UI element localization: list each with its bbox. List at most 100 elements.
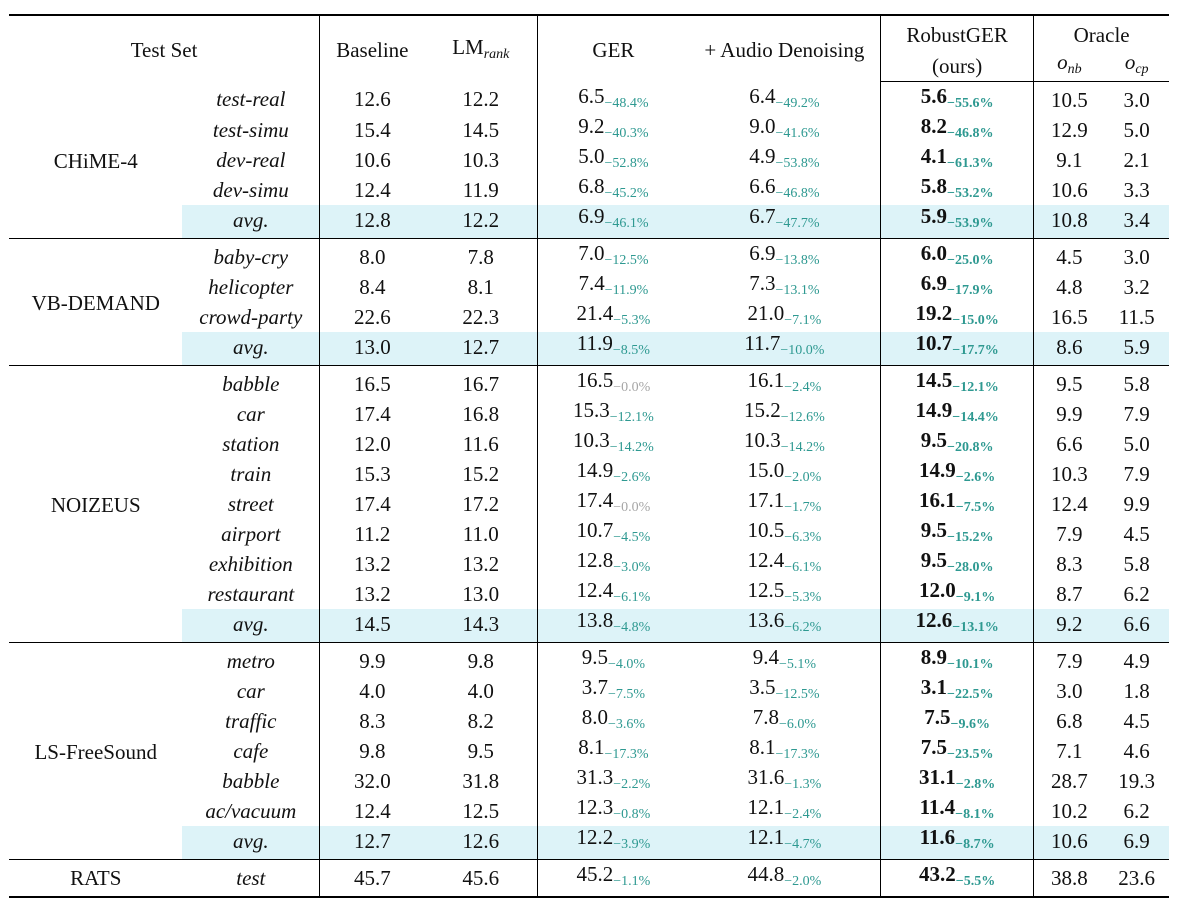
header-robustger-ours: (ours) (879, 51, 1034, 82)
robustger-cell-value: 5.8 (920, 174, 947, 198)
audio-denoising-cell-value: 10.5 (747, 518, 785, 542)
oracle-nb-cell: 3.0 (1033, 676, 1105, 706)
header-robustger: RobustGER (879, 14, 1034, 51)
lm-rank-cell: 16.7 (462, 371, 500, 396)
ger-cell-value: 31.3 (576, 765, 614, 789)
avg-row: avg. 12.8 12.2 6.9−46.1% 6.7−47.7% 5.9−53.9% 1… (9, 205, 1169, 239)
robustger-cell-value: 14.9 (918, 458, 956, 482)
oracle-cp-cell: 4.5 (1123, 521, 1150, 546)
lm-rank-cell: 7.8 (467, 244, 494, 269)
ger-cell-delta: −5.3% (613, 313, 651, 328)
ger-cell-value: 8.1 (578, 735, 605, 759)
oracle-cp-cell: 7.9 (1123, 401, 1150, 426)
header-row: Test Set Baseline LMrank GER + Audio Den… (9, 14, 1169, 82)
robustger-cell-value: 12.0 (918, 578, 956, 602)
oracle-cp-cell: 6.6 (1104, 609, 1169, 643)
oracle-cp-cell: 2.1 (1123, 147, 1150, 172)
oracle-nb-cell: 7.9 (1033, 519, 1105, 549)
audio-denoising-cell-value: 4.9 (749, 144, 776, 168)
test-set-cell: test-real (216, 87, 286, 112)
robustger-cell-delta: −10.1% (946, 657, 994, 672)
audio-denoising-cell-value: 12.4 (747, 548, 785, 572)
robustger-cell: 9.5−28.0% (879, 549, 1034, 579)
group-chime-4: CHiME-4 test-real 12.6 12.2 6.5−48.4% 6.4−49.… (9, 81, 1169, 239)
audio-denoising-cell: 6.9−13.8% (689, 239, 881, 273)
audio-denoising-cell: 6.4−49.2% (689, 82, 881, 116)
robustger-cell: 6.0−25.0% (879, 238, 1034, 272)
ger-cell: 10.3−14.2% (537, 429, 689, 459)
ger-cell: 7.0−12.5% (537, 238, 689, 272)
group-ls-freesound: LS-FreeSound metro 9.9 9.8 9.5−4.0% 9.4−5.1% 8… (9, 642, 1169, 860)
robustger-cell-delta: −28.0% (946, 560, 994, 575)
oracle-cp-cell: 3.4 (1104, 205, 1169, 239)
ger-cell-value: 14.9 (576, 458, 614, 482)
audio-denoising-cell: 15.2−12.6% (689, 399, 881, 429)
oracle-cp-cell: 4.9 (1123, 648, 1150, 673)
oracle-nb-cell: 10.3 (1033, 459, 1105, 489)
robustger-cell: 11.4−8.1% (879, 796, 1034, 826)
lm-rank-cell: 12.7 (424, 332, 538, 366)
ger-cell-delta: −12.5% (604, 253, 649, 268)
robustger-cell-delta: −13.1% (952, 620, 999, 635)
robustger-cell-value: 11.6 (919, 825, 956, 849)
ger-cell-delta: −1.1% (613, 874, 651, 889)
audio-denoising-cell: 3.5−12.5% (689, 676, 881, 706)
oracle-nb-cell: 28.7 (1033, 766, 1105, 796)
lm-rank-cell: 12.2 (462, 87, 500, 112)
test-set-cell: baby-cry (213, 244, 289, 269)
robustger-cell-delta: −53.2% (946, 186, 994, 201)
ger-cell-delta: −12.1% (609, 410, 654, 425)
audio-denoising-cell-delta: −13.8% (775, 253, 820, 268)
ger-cell-value: 8.0 (581, 705, 608, 729)
audio-denoising-cell-value: 15.0 (747, 458, 785, 482)
ger-cell: 12.8−3.0% (537, 549, 689, 579)
audio-denoising-cell: 11.7−10.0% (688, 332, 881, 366)
audio-denoising-cell: 15.0−2.0% (689, 459, 881, 489)
ger-cell: 8.0−3.6% (537, 705, 689, 736)
ger-cell: 12.3−0.8% (537, 796, 689, 826)
ger-cell-delta: −3.0% (613, 560, 651, 575)
audio-denoising-cell-value: 3.5 (749, 675, 776, 699)
oracle-nb-cell: 12.4 (1033, 489, 1105, 519)
audio-denoising-cell-delta: −6.1% (784, 560, 822, 575)
oracle-cp-cell: 5.0 (1123, 431, 1150, 456)
ger-cell-delta: −6.1% (613, 590, 651, 605)
group-noizeus: NOIZEUS babble 16.5 16.7 16.5−0.0% 16.1−2.4% 1… (9, 365, 1169, 643)
ger-cell-value: 45.2 (576, 862, 614, 886)
oracle-nb-cell: 6.8 (1033, 706, 1105, 736)
ger-cell: 12.4−6.1% (537, 579, 689, 609)
ger-cell: 21.4−5.3% (537, 302, 689, 332)
test-set-cell: avg. (182, 205, 320, 239)
oracle-cp-cell: 1.8 (1123, 678, 1150, 703)
table-row: RATS test 45.7 45.6 45.2−1.1% 44.8−2.0% 43.2−5… (9, 859, 1169, 897)
baseline-cell: 9.8 (319, 736, 425, 766)
baseline-cell: 12.0 (319, 429, 425, 459)
audio-denoising-cell-delta: −6.0% (778, 717, 817, 732)
oracle-nb-cell: 4.8 (1033, 272, 1105, 302)
robustger-cell-delta: −14.4% (952, 410, 999, 425)
ger-cell-delta: −8.5% (612, 343, 650, 358)
robustger-cell-delta: −55.6% (946, 96, 994, 111)
test-set-cell: cafe (233, 738, 269, 763)
group-vb-demand: VB-DEMAND baby-cry 8.0 7.8 7.0−12.5% 6.9−13.8… (9, 238, 1169, 366)
ger-cell-delta: −52.8% (604, 156, 649, 171)
oracle-nb-cell: 7.1 (1033, 736, 1105, 766)
baseline-cell: 45.7 (319, 859, 425, 897)
audio-denoising-cell-value: 6.6 (749, 174, 776, 198)
robustger-cell: 8.9−10.1% (879, 642, 1034, 676)
lm-rank-cell: 8.1 (467, 274, 494, 299)
ger-cell-value: 12.2 (576, 825, 614, 849)
robustger-cell-value: 31.1 (918, 765, 956, 789)
oracle-nb-cell: 10.5 (1033, 81, 1105, 115)
oracle-nb-cell: 8.7 (1033, 579, 1105, 609)
baseline-cell: 14.5 (319, 609, 425, 643)
audio-denoising-cell-delta: −53.8% (775, 156, 820, 171)
baseline-cell: 12.6 (319, 81, 425, 115)
audio-denoising-cell-value: 8.1 (749, 735, 776, 759)
header-o-cp-text: o (1124, 50, 1136, 74)
ger-cell: 6.5−48.4% (537, 81, 689, 115)
ger-cell-value: 15.3 (573, 398, 610, 422)
test-set-cell: dev-real (216, 147, 286, 172)
test-set-cell: avg. (182, 826, 320, 860)
robustger-cell-delta: −25.0% (946, 253, 994, 268)
